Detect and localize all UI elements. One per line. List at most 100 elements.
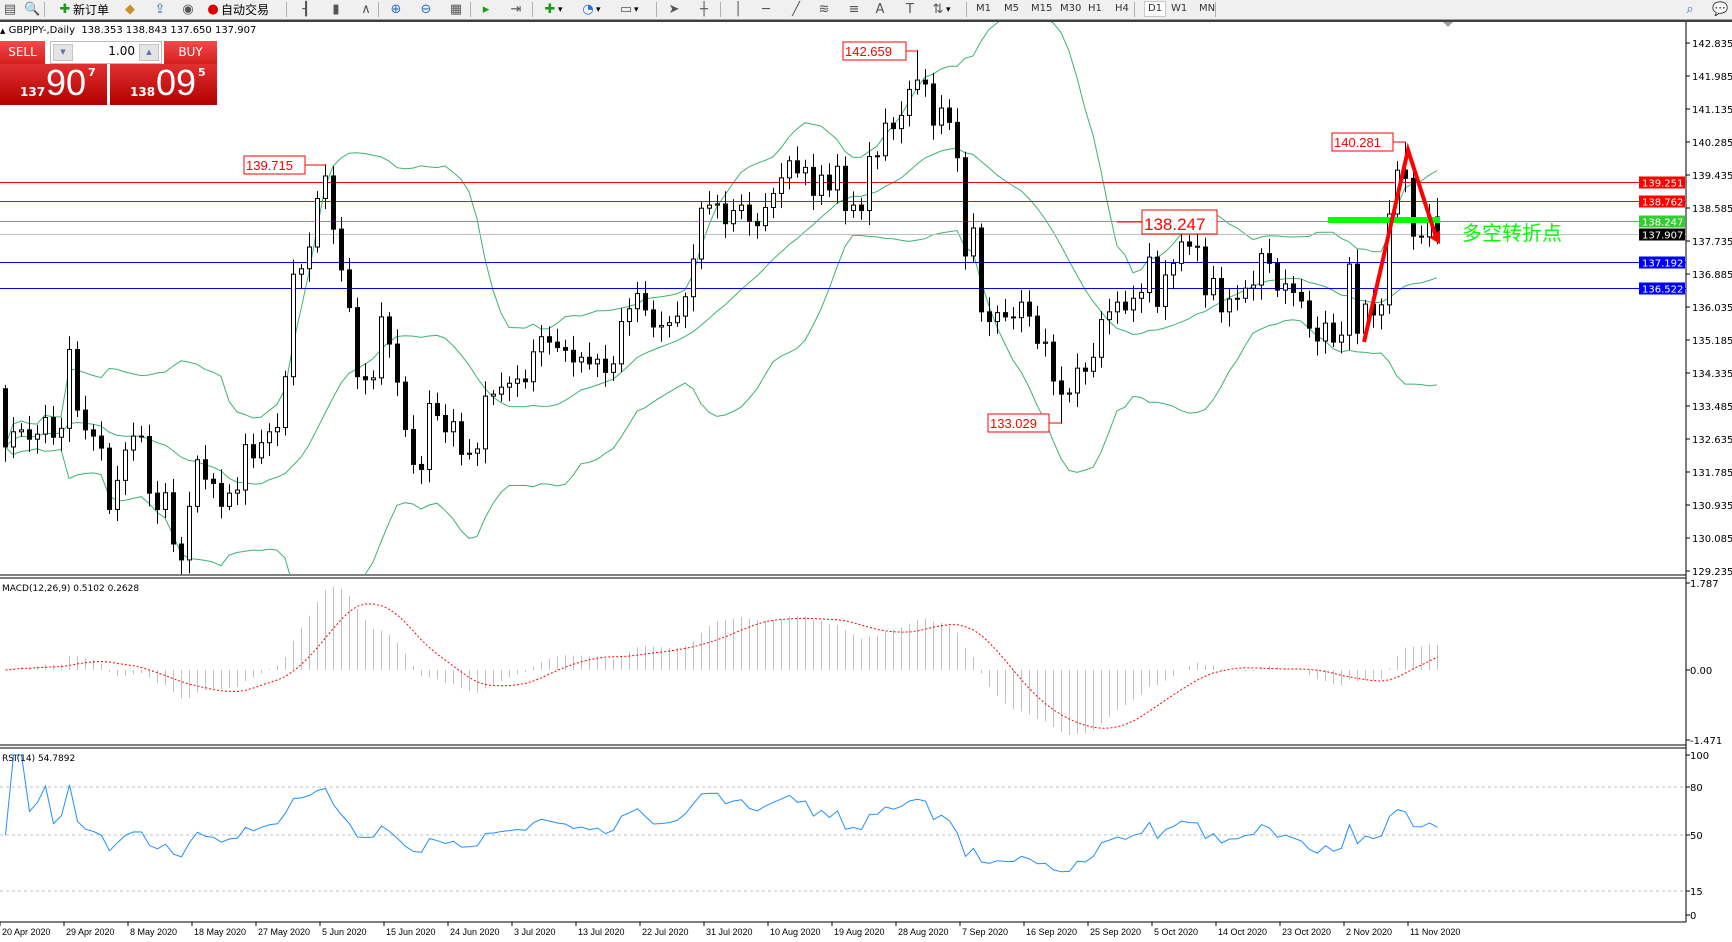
time-axis-label: 31 Jul 2020 (706, 927, 753, 937)
dropdown-arrow-icon[interactable]: ▾ (558, 4, 563, 15)
lot-decrease-button[interactable]: ▼ (53, 44, 73, 61)
price-tag-137.907: 137.907 (1642, 231, 1683, 242)
lot-size-input[interactable]: ▼ 1.00 ▲ (50, 41, 162, 64)
candle-bullish (59, 427, 64, 438)
dropdown-arrow-icon[interactable]: ▾ (634, 4, 639, 15)
candle-bullish (1075, 367, 1080, 394)
time-axis-label: 16 Sep 2020 (1026, 927, 1077, 937)
new-order-button[interactable]: ✚ 新订单 (57, 1, 109, 18)
chart-shift-button[interactable]: ⇥ (508, 1, 524, 18)
book-button[interactable]: ◆ (122, 1, 138, 18)
line-chart-button[interactable]: ∧ (358, 1, 374, 18)
candle-bearish (1411, 177, 1416, 237)
zoom-in-button[interactable]: ⊕ (388, 1, 404, 18)
candle-bullish (43, 416, 48, 435)
candle-bullish (667, 322, 672, 326)
arrows-button[interactable]: ⇅ ▾ (930, 1, 951, 18)
candle-bullish (123, 449, 128, 481)
price-tag-bg (1639, 176, 1685, 189)
candle-bullish (1347, 263, 1352, 336)
bar-chart-button[interactable]: ┨ (298, 1, 314, 18)
sell-button[interactable]: SELL (0, 41, 45, 64)
timeframe-h1[interactable]: H1 (1088, 3, 1102, 14)
candle-bearish (947, 107, 952, 123)
candle-bearish (3, 388, 8, 448)
fibonacci-button[interactable]: ≡ (846, 1, 862, 18)
upload-button[interactable]: ⇪ (152, 1, 168, 18)
text-button[interactable]: A (872, 1, 888, 18)
price-tag-bg (1639, 228, 1685, 241)
candle-bearish (355, 307, 360, 378)
lot-increase-button[interactable]: ▲ (139, 44, 159, 61)
trendline-button[interactable]: ╱ (788, 1, 804, 18)
new-chart-button[interactable]: ▤ (2, 1, 18, 18)
dropdown-arrow-icon[interactable]: ▾ (946, 4, 951, 15)
text-label-button[interactable]: T (902, 1, 918, 18)
candle-bearish (339, 228, 344, 271)
fibonacci-fan-button[interactable]: ≋ (816, 1, 832, 18)
candle-bullish (427, 402, 432, 470)
candle-bullish (771, 192, 776, 208)
auto-scroll-button[interactable]: ▸ (478, 1, 494, 18)
candle-bullish (683, 296, 688, 317)
arrows-icon: ⇅ (932, 1, 944, 17)
price-label-133.029: 133.029 (990, 416, 1037, 431)
dropdown-arrow-icon[interactable]: ▾ (596, 4, 601, 15)
price-label-139.715: 139.715 (246, 158, 293, 173)
time-axis-label: 3 Jul 2020 (514, 927, 556, 937)
candle-bearish (563, 347, 568, 351)
timeframe-m15[interactable]: M15 (1031, 3, 1053, 14)
timeframe-m1[interactable]: M1 (976, 3, 991, 14)
timeframe-m5[interactable]: M5 (1004, 3, 1019, 14)
templates-button[interactable]: ▭ ▾ (618, 1, 639, 18)
cursor-button[interactable]: ➤ (666, 1, 682, 18)
crosshair-button[interactable]: ┼ (696, 1, 712, 18)
chat-icon[interactable]: 💬 (1712, 1, 1728, 18)
candle-bullish (195, 459, 200, 507)
candlestick-button[interactable]: ▮ (328, 1, 344, 18)
timeframe-d1[interactable]: D1 (1144, 1, 1167, 17)
zoom-magnifier-button[interactable]: 🔍 (24, 1, 40, 18)
periods-button[interactable]: ◔ ▾ (580, 1, 601, 18)
candle-bearish (1419, 235, 1424, 238)
price-axis-label: 142.835 (1692, 39, 1732, 50)
toolbar-separator (720, 2, 721, 17)
price-label-leader (1049, 422, 1062, 424)
candle-bearish (555, 341, 560, 349)
candle-bullish (307, 246, 312, 270)
collapse-triangle-icon[interactable]: ▲ (0, 27, 6, 35)
vertical-line-button[interactable]: │ (730, 1, 746, 18)
horizontal-line-button[interactable]: ─ (758, 1, 774, 18)
candle-bearish (603, 358, 608, 373)
sell-price-button[interactable]: 137 90 7 (0, 62, 107, 105)
new-order-label: 新订单 (73, 3, 110, 17)
timeframe-w1[interactable]: W1 (1171, 3, 1188, 14)
buy-price-fraction: 5 (198, 66, 206, 79)
timeframe-m30[interactable]: M30 (1060, 3, 1082, 14)
candle-bearish (91, 429, 96, 437)
sell-price-prefix: 137 (20, 85, 46, 99)
buy-price-button[interactable]: 138 09 5 (110, 62, 217, 105)
candle-bullish (835, 165, 840, 191)
timeframe-mn[interactable]: MN (1199, 3, 1216, 14)
sell-label: SELL (8, 45, 37, 59)
candle-bullish (867, 156, 872, 212)
candle-bearish (419, 463, 424, 470)
zoom-out-button[interactable]: ⊖ (418, 1, 434, 18)
rsi-line (5, 754, 1438, 873)
signal-button[interactable]: ◉ (180, 1, 196, 18)
candle-bearish (99, 435, 104, 449)
search-icon[interactable]: ⌕ (1682, 1, 1698, 18)
candle-bearish (1059, 380, 1064, 395)
buy-button[interactable]: BUY (164, 41, 217, 64)
indicators-button[interactable]: ✚ ▾ (542, 1, 563, 18)
candle-bearish (203, 459, 208, 480)
price-axis-label: 130.935 (1692, 501, 1732, 512)
autotrading-button[interactable]: ● 自动交易 (205, 1, 269, 18)
lot-value[interactable]: 1.00 (108, 44, 135, 58)
toolbar-separator (532, 2, 533, 17)
tile-windows-button[interactable]: ▦ (448, 1, 464, 18)
timeframe-h4[interactable]: H4 (1115, 3, 1129, 14)
rsi-header: RSI(14) 54.7892 (2, 754, 75, 764)
